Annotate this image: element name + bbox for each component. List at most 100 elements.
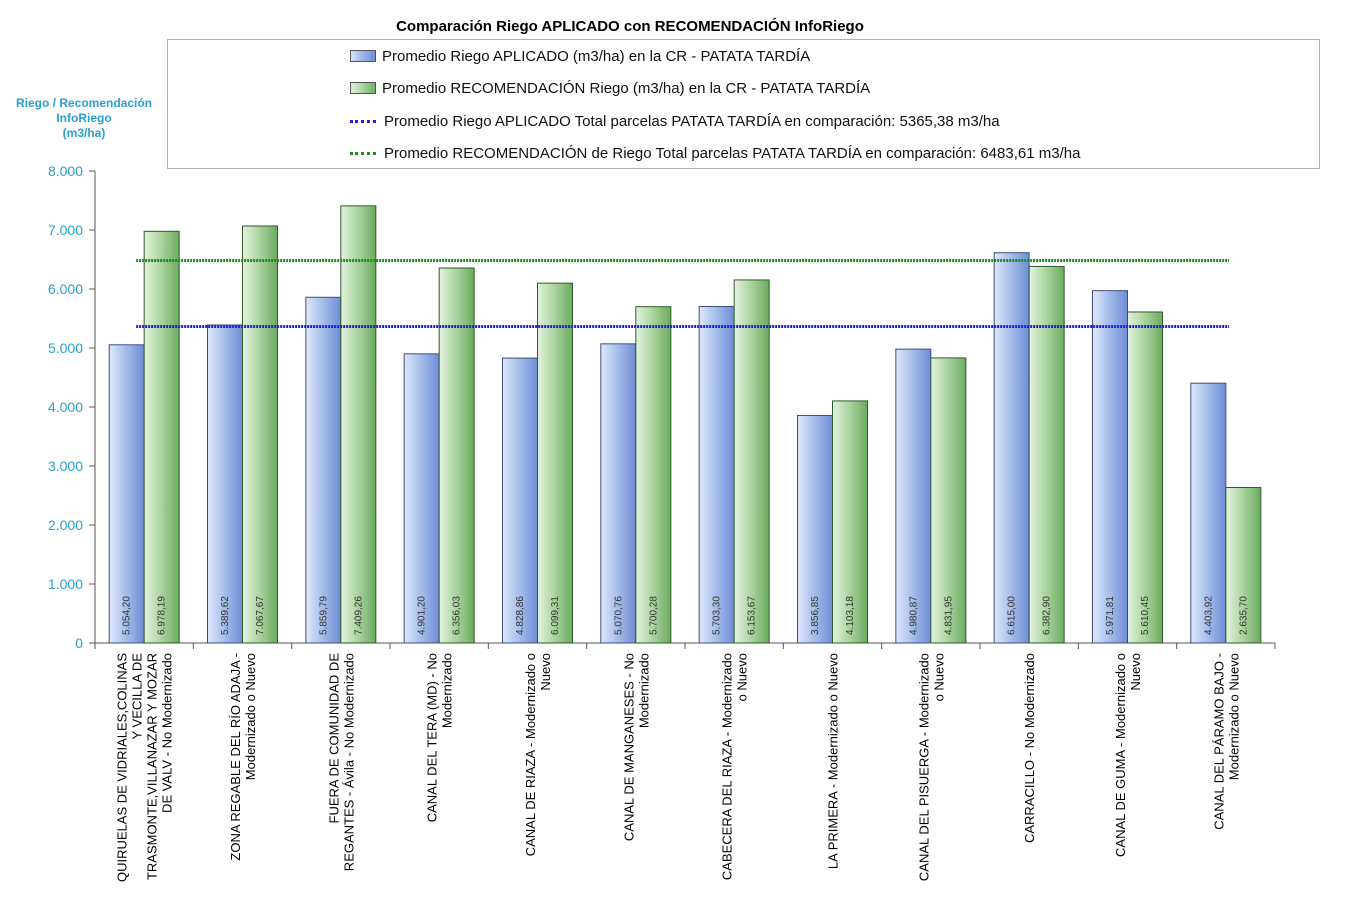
bar-aplicado (1092, 290, 1128, 644)
bar-aplicado (797, 414, 833, 644)
legend-line-ref-aplicado (350, 119, 376, 123)
chart-legend: Promedio Riego APLICADO (m3/ha) en la CR… (167, 39, 1320, 169)
data-label-aplicado: 5.703,30 (712, 596, 723, 635)
bar-aplicado (895, 348, 932, 644)
category-label: Nuevo (538, 653, 553, 691)
category-label: CANAL DE GUMA - Modernizado o (1113, 653, 1128, 857)
legend-item-recomendacion: Promedio RECOMENDACIÓN Riego (m3/ha) en … (350, 78, 870, 98)
data-label-recomendacion: 6.099,31 (550, 596, 561, 635)
data-label-aplicado: 5.971,81 (1105, 596, 1116, 635)
category-label: Modernizado o Nuevo (243, 653, 258, 780)
legend-line-ref-recomendacion (350, 151, 376, 155)
data-label-aplicado: 3.856,85 (810, 596, 821, 635)
bar-aplicado (698, 306, 735, 644)
category-label: DE VALV - No Modernizado (160, 653, 175, 813)
y-axis-label-line-2: InfoRiego (56, 111, 112, 125)
category-labels: QUIRUELAS DE VIDRIALES,COLINAS Y VECILLA … (115, 653, 1242, 882)
bar-recomendacion (930, 357, 967, 644)
data-label-recomendacion: 4.103,18 (845, 596, 856, 635)
data-label-recomendacion: 7.067,67 (255, 596, 266, 635)
y-tick-label: 4.000 (48, 399, 83, 415)
category-label: CANAL DEL PÁRAMO BAJO - (1211, 653, 1226, 830)
legend-label-ref-recomendacion: Promedio RECOMENDACIÓN de Riego Total pa… (384, 144, 1081, 162)
category-label: Y VECILLA DE (130, 653, 145, 740)
category-label: CABECERA DEL RIAZA - Modernizado (720, 653, 735, 880)
bar-recomendacion (1028, 265, 1065, 644)
axes: 0 1.000 2.000 3.000 4.000 5.000 6.000 7.000 8.00… (48, 163, 1276, 651)
bar-aplicado (305, 296, 342, 644)
category-label: Nuevo (1128, 653, 1143, 691)
bar-recomendacion (733, 279, 770, 644)
bars (108, 205, 1262, 644)
category-label: o Nuevo (735, 653, 750, 701)
category-label: CARRACILLO - No Modernizado (1022, 653, 1037, 843)
data-label-recomendacion: 5.610,45 (1140, 596, 1151, 635)
category-label: LA PRIMERA - Modernizado o Nuevo (826, 653, 841, 869)
bar-recomendacion (537, 282, 573, 644)
legend-item-ref-aplicado: Promedio Riego APLICADO Total parcelas P… (350, 111, 1000, 131)
data-label-aplicado: 5.070,76 (613, 596, 624, 635)
data-label-aplicado: 4.403,92 (1203, 596, 1214, 635)
data-label-recomendacion: 6.978,19 (157, 596, 168, 635)
category-label: FUERA DE COMUNIDAD DE (326, 653, 341, 824)
y-tick-label: 5.000 (48, 340, 83, 356)
data-labels: 5.054,20 5.389,62 5.859,79 4.901,20 4.828,86… (122, 596, 1250, 635)
bar-recomendacion (143, 230, 180, 644)
data-label-aplicado: 4.980,87 (908, 596, 919, 635)
bar-recomendacion (242, 225, 278, 644)
bar-recomendacion (1127, 311, 1163, 644)
category-label: Modernizado (636, 653, 651, 728)
bar-aplicado (403, 353, 440, 644)
bar-recomendacion (438, 267, 475, 644)
bar-recomendacion (340, 205, 377, 644)
reference-lines (136, 258, 1229, 328)
category-label: CANAL DEL PISUERGA - Modernizado (916, 653, 931, 881)
y-tick-label: 0 (75, 635, 83, 651)
legend-swatch-aplicado (350, 50, 376, 62)
bar-aplicado (108, 344, 145, 644)
chart-title: Comparación Riego APLICADO con RECOMENDA… (396, 18, 864, 35)
data-label-recomendacion: 2.635,70 (1238, 596, 1249, 635)
data-label-recomendacion: 6.153,67 (747, 596, 758, 635)
legend-swatch-recomendacion (350, 82, 376, 94)
bar-aplicado (600, 343, 637, 644)
y-tick-label: 7.000 (48, 222, 83, 238)
y-tick-label: 2.000 (48, 517, 83, 533)
category-label: CANAL DEL TERA (MD) - No (425, 653, 440, 822)
category-label: CANAL DE RIAZA - Modernizado o (523, 653, 538, 856)
bar-aplicado (993, 252, 1030, 644)
data-label-aplicado: 4.901,20 (417, 596, 428, 635)
y-axis-label-line-1: Riego / Recomendación (15, 96, 153, 110)
bar-recomendacion (1225, 486, 1262, 644)
y-tick-label: 3.000 (48, 458, 83, 474)
category-label: Modernizado o Nuevo (1226, 653, 1241, 780)
bar-recomendacion (832, 400, 868, 644)
category-label: REGANTES - Ávila - No Modernizado (341, 653, 356, 871)
bar-aplicado (1190, 382, 1227, 644)
y-axis-label-line-3: (m3/ha) (62, 126, 106, 140)
y-tick-label: 8.000 (48, 163, 83, 179)
data-label-aplicado: 4.828,86 (515, 596, 526, 635)
category-label: TRASMONTE,VILLANAZAR Y MOZAR (145, 653, 160, 880)
category-label: CANAL DE MANGANESES - No (621, 653, 636, 841)
data-label-recomendacion: 7.409,26 (353, 596, 364, 635)
category-label: o Nuevo (931, 653, 946, 701)
y-tick-label: 6.000 (48, 281, 83, 297)
data-label-recomendacion: 5.700,28 (648, 596, 659, 635)
legend-label-aplicado: Promedio Riego APLICADO (m3/ha) en la CR… (382, 47, 811, 65)
legend-label-recomendacion: Promedio RECOMENDACIÓN Riego (m3/ha) en … (382, 79, 871, 97)
legend-label-ref-aplicado: Promedio Riego APLICADO Total parcelas P… (384, 112, 1000, 130)
data-label-recomendacion: 4.831,95 (943, 596, 954, 635)
legend-item-ref-recomendacion: Promedio RECOMENDACIÓN de Riego Total pa… (350, 143, 1080, 163)
bar-recomendacion (635, 306, 672, 644)
data-label-recomendacion: 6.356,03 (452, 596, 463, 635)
data-label-aplicado: 5.859,79 (318, 596, 329, 635)
data-label-aplicado: 5.389,62 (220, 596, 231, 635)
y-axis-label: Riego / Recomendación InfoRiego (m3/ha) (4, 96, 164, 141)
data-label-recomendacion: 6.382,90 (1042, 596, 1053, 635)
bar-aplicado (207, 324, 243, 644)
data-label-aplicado: 5.054,20 (122, 596, 133, 635)
bar-aplicado (502, 357, 538, 644)
data-label-aplicado: 6.615,00 (1007, 596, 1018, 635)
